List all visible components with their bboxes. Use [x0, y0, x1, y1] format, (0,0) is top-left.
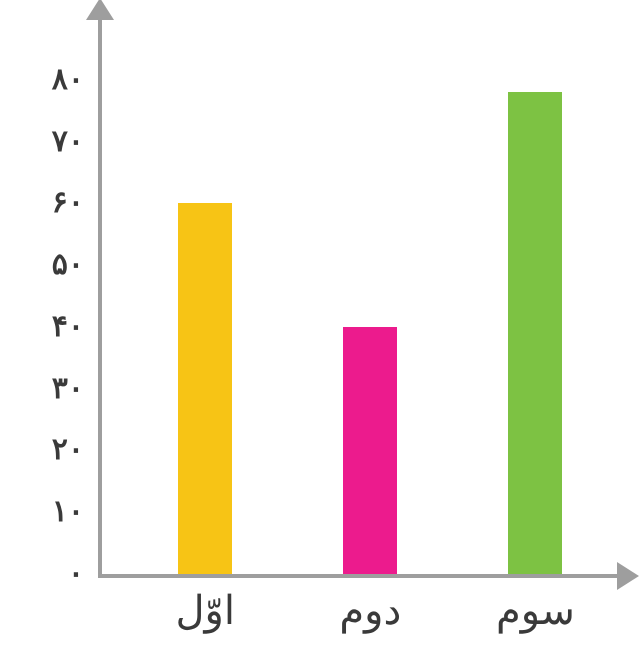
y-tick-label: ۲۰ — [52, 432, 84, 467]
bar-chart: ۰ ۱۰ ۲۰ ۳۰ ۴۰ ۵۰ ۶۰ ۷۰ ۸۰ اوّلدومسوم — [0, 0, 640, 662]
y-tick-label: ۱۰ — [52, 494, 84, 529]
x-axis — [98, 574, 618, 578]
y-axis-arrow-icon — [86, 0, 114, 20]
y-tick-label: ۸۰ — [52, 62, 84, 97]
x-tick-label: سوم — [455, 588, 615, 634]
bar — [178, 203, 232, 574]
y-tick-label: ۳۰ — [52, 371, 84, 406]
bar — [508, 92, 562, 574]
x-tick-label: اوّل — [125, 588, 285, 634]
x-tick-label: دوم — [290, 588, 450, 634]
y-tick-label: ۵۰ — [52, 247, 84, 282]
plot-area — [98, 18, 618, 578]
y-tick-label: ۴۰ — [52, 309, 84, 344]
y-tick-label: ۰ — [68, 556, 84, 591]
y-axis — [98, 18, 102, 578]
x-axis-arrow-icon — [617, 562, 639, 590]
y-tick-label: ۷۰ — [52, 124, 84, 159]
y-tick-label: ۶۰ — [52, 185, 84, 220]
bar — [343, 327, 397, 574]
